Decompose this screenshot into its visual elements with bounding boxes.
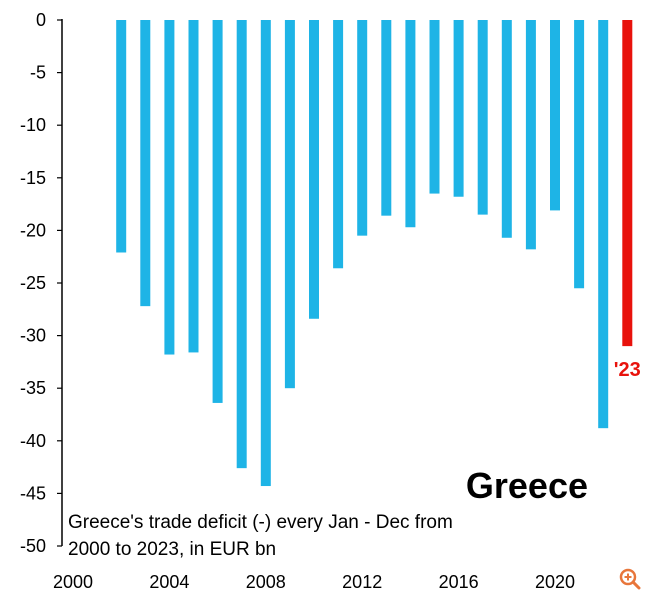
bar xyxy=(212,20,223,403)
y-tick-label: -5 xyxy=(30,63,46,83)
bar xyxy=(260,20,271,487)
bar xyxy=(116,20,127,253)
bar xyxy=(429,20,440,194)
y-tick-label: -35 xyxy=(20,378,46,398)
highlight-label: '23 xyxy=(614,359,641,381)
bar xyxy=(574,20,585,289)
bar xyxy=(140,20,151,307)
x-tick-label: 2012 xyxy=(342,572,382,592)
x-tick-label: 2020 xyxy=(535,572,575,592)
y-tick-label: -45 xyxy=(20,483,46,503)
x-axis: 2000 2004 2008 2012 2016 2020 xyxy=(53,572,575,592)
country-label: Greece xyxy=(466,465,588,506)
bar-highlight xyxy=(622,20,633,347)
y-tick-label: -40 xyxy=(20,431,46,451)
y-tick-label: -25 xyxy=(20,273,46,293)
bar xyxy=(381,20,392,216)
x-tick-label: 2004 xyxy=(149,572,189,592)
bar xyxy=(236,20,247,469)
bar xyxy=(284,20,295,389)
bar xyxy=(405,20,416,228)
bar xyxy=(598,20,609,429)
x-tick-label: 2008 xyxy=(246,572,286,592)
x-tick-label: 2016 xyxy=(439,572,479,592)
bar xyxy=(309,20,319,319)
zoom-in-icon[interactable] xyxy=(618,567,642,591)
y-tick-label: -50 xyxy=(20,536,46,556)
bar xyxy=(164,20,175,355)
bars xyxy=(116,20,633,487)
y-tick-label: 0 xyxy=(36,10,46,30)
y-tick-label: -10 xyxy=(20,115,46,135)
y-tick-label: -15 xyxy=(20,168,46,188)
bar xyxy=(550,20,560,211)
y-tick-label: -20 xyxy=(20,220,46,240)
bar xyxy=(357,20,368,236)
bar xyxy=(188,20,199,353)
bar xyxy=(333,20,344,269)
bar xyxy=(501,20,512,238)
bar xyxy=(453,20,464,197)
y-axis: 0 -5 -10 -15 -20 -25 -30 -35 -40 -45 -50 xyxy=(20,10,63,556)
bar xyxy=(525,20,536,250)
x-tick-label: 2000 xyxy=(53,572,93,592)
y-tick-label: -30 xyxy=(20,326,46,346)
caption-line-2: 2000 to 2023, in EUR bn xyxy=(68,539,276,560)
bar xyxy=(477,20,488,215)
caption-line-1: Greece's trade deficit (-) every Jan - D… xyxy=(68,512,453,533)
